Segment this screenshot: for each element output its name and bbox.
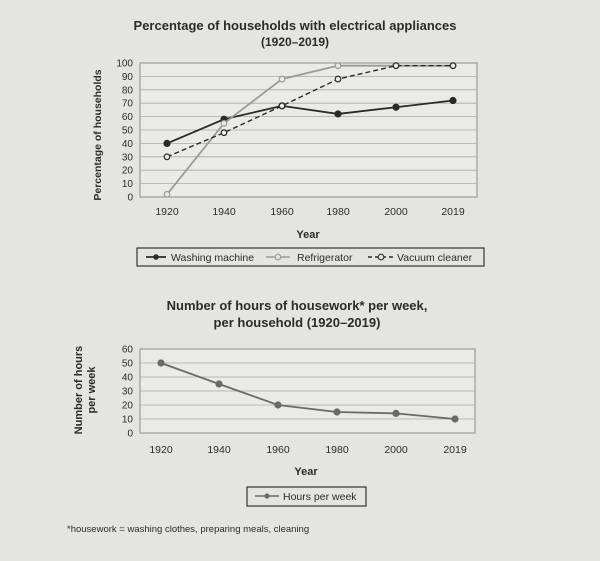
chart2-x-tick-label: 2019 bbox=[443, 444, 467, 456]
legend-refrigerator-label: Refrigerator bbox=[297, 252, 353, 264]
chart2-x-tick-label: 1940 bbox=[207, 444, 231, 456]
chart1-series-refrigerator-point bbox=[220, 119, 228, 127]
chart2-series-hours-per-week-point bbox=[451, 415, 459, 423]
chart2-x-tick-label: 1980 bbox=[325, 444, 349, 456]
chart1-x-tick-label: 1980 bbox=[326, 206, 350, 218]
chart1-series-refrigerator-point bbox=[163, 190, 171, 198]
chart2-x-axis-label: Year bbox=[294, 466, 318, 478]
legend-hours-label: Hours per week bbox=[283, 491, 357, 503]
chart1-y-tick-label: 30 bbox=[122, 152, 134, 163]
chart1-y-tick-label: 10 bbox=[122, 179, 134, 190]
chart1-series-vacuum-cleaner-point bbox=[220, 129, 228, 137]
chart1-y-tick-label: 70 bbox=[122, 99, 134, 110]
chart1-y-tick-label: 40 bbox=[122, 139, 134, 150]
chart1-series-refrigerator-point bbox=[334, 62, 342, 70]
chart1-x-tick-label: 1960 bbox=[270, 206, 294, 218]
chart2-series-hours-per-week-point bbox=[215, 380, 223, 388]
chart2-y-axis-label-line1: Number of hours bbox=[73, 346, 85, 435]
chart2-x-tick-label: 1920 bbox=[149, 444, 173, 456]
chart1-y-axis-label: Percentage of households bbox=[92, 69, 104, 200]
chart1-x-tick-label: 1920 bbox=[155, 206, 179, 218]
chart2-y-tick-label: 50 bbox=[122, 359, 134, 370]
chart1-subtitle: (1920–2019) bbox=[261, 35, 329, 49]
chart1-series-washing-machine-point bbox=[449, 96, 457, 105]
chart2-y-tick-label: 30 bbox=[122, 387, 134, 398]
chart1-x-axis-label: Year bbox=[296, 229, 320, 241]
chart1-legend: Washing machine Refrigerator Vacuum clea… bbox=[136, 247, 485, 267]
chart1-series-vacuum-cleaner-line bbox=[166, 64, 453, 158]
chart2-y-tick-label: 40 bbox=[122, 373, 134, 384]
chart1-x-tick-label: 2019 bbox=[441, 206, 465, 218]
chart2-series-hours-per-week-point bbox=[274, 401, 282, 409]
chart1-series-vacuum-cleaner-point bbox=[449, 62, 457, 70]
chart2-legend: Hours per week bbox=[246, 486, 367, 507]
chart1-series-vacuum-cleaner-point bbox=[278, 102, 286, 110]
chart1-x-tick-label: 2000 bbox=[384, 206, 408, 218]
chart2-series-hours-per-week-point bbox=[392, 409, 400, 417]
legend-vacuum-cleaner-label: Vacuum cleaner bbox=[397, 252, 473, 264]
chart1-series-refrigerator-point bbox=[278, 75, 286, 83]
chart1-series-washing-machine-line bbox=[166, 99, 454, 145]
chart1-series-vacuum-cleaner-point bbox=[392, 62, 400, 70]
chart1-x-tick-label: 1940 bbox=[212, 206, 236, 218]
legend-hours-marker bbox=[264, 493, 270, 499]
chart2-legend-frame bbox=[246, 486, 367, 507]
chart1-legend-frame bbox=[136, 247, 485, 267]
chart1-series-washing-machine-point bbox=[163, 139, 171, 147]
chart1-y-tick-label: 100 bbox=[116, 59, 133, 70]
chart2-y-axis-label-line2: per week bbox=[86, 366, 98, 414]
chart2-y-tick-label: 10 bbox=[122, 415, 134, 426]
chart1-y-tick-label: 20 bbox=[122, 166, 134, 177]
chart1-title: Percentage of households with electrical… bbox=[134, 18, 457, 33]
chart2-y-tick-label: 0 bbox=[127, 429, 133, 440]
chart1-y-tick-label: 50 bbox=[122, 126, 134, 137]
chart1-series-washing-machine-point bbox=[334, 110, 342, 118]
chart1-y-tick-label: 80 bbox=[122, 85, 134, 96]
chart2-title: Number of hours of housework* per week, bbox=[167, 298, 428, 313]
chart2-x-tick-label: 2000 bbox=[384, 444, 408, 456]
chart1-y-tick-label: 0 bbox=[127, 193, 133, 204]
chart1-series-washing-machine-point bbox=[392, 103, 400, 111]
chart2-series-hours-per-week-point bbox=[157, 359, 165, 367]
chart1-series-vacuum-cleaner-point bbox=[163, 153, 171, 161]
legend-washing-machine-label: Washing machine bbox=[171, 252, 254, 264]
footnote: *housework = washing clothes, preparing … bbox=[67, 524, 309, 535]
chart2-subtitle: per household (1920–2019) bbox=[214, 315, 381, 330]
chart2-series-hours-per-week-line bbox=[160, 362, 456, 420]
legend-vacuum-cleaner-marker bbox=[377, 253, 385, 261]
chart1-y-tick-label: 90 bbox=[122, 72, 134, 83]
legend-washing-machine-marker bbox=[153, 254, 159, 260]
chart1-series-vacuum-cleaner-point bbox=[334, 75, 342, 83]
legend-refrigerator-marker bbox=[274, 253, 282, 261]
chart2-series-hours-per-week-point bbox=[333, 408, 341, 416]
chart2-y-tick-label: 20 bbox=[122, 401, 134, 412]
chart2-y-tick-label: 60 bbox=[122, 345, 134, 356]
chart2-x-tick-label: 1960 bbox=[266, 444, 290, 456]
chart1-y-tick-label: 60 bbox=[122, 112, 134, 123]
